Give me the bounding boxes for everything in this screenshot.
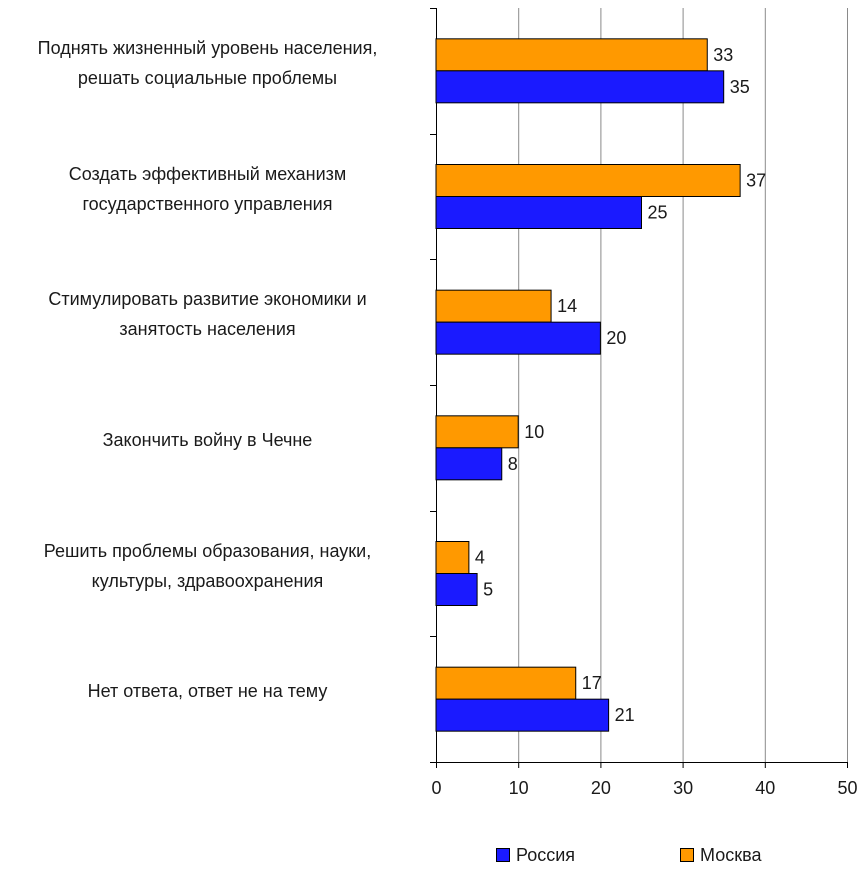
data-label: 4 xyxy=(475,548,485,568)
category-label-line: Стимулировать развитие экономики и xyxy=(48,289,367,310)
data-label: 33 xyxy=(713,45,733,65)
data-label: 25 xyxy=(648,203,668,223)
bar xyxy=(435,573,478,606)
category-label-line: Создать эффективный механизм xyxy=(68,163,347,184)
category-label: Нет ответа, ответ не на тему xyxy=(0,676,415,706)
data-label: 35 xyxy=(730,77,750,97)
legend-label-russia: Россия xyxy=(516,844,576,865)
data-label: 21 xyxy=(615,705,635,725)
bar xyxy=(435,447,503,481)
category-label: Закончить войну в Чечне xyxy=(0,425,415,455)
x-tick-label: 50 xyxy=(837,778,857,798)
data-label: 14 xyxy=(557,296,577,316)
data-label: 20 xyxy=(606,328,626,348)
category-label: Поднять жизненный уровень населения, реша… xyxy=(0,33,415,93)
data-label: 17 xyxy=(582,673,602,693)
category-label: Стимулировать развитие экономики и занято… xyxy=(0,284,415,344)
legend-label-moscow: Москва xyxy=(700,844,762,865)
bar xyxy=(435,321,601,355)
bar xyxy=(435,38,708,72)
category-label-line: решать социальные проблемы xyxy=(77,67,338,88)
category-label-line: занятость населения xyxy=(119,319,296,340)
legend-swatch-moscow xyxy=(680,848,694,862)
category-label: Создать эффективный механизм государствен… xyxy=(0,159,415,219)
legend-item-russia: Россия xyxy=(496,842,575,868)
x-tick-label: 30 xyxy=(673,778,693,798)
x-tick-label: 40 xyxy=(755,778,775,798)
category-label-line: государственного управления xyxy=(82,193,333,214)
x-tick-label: 10 xyxy=(509,778,529,798)
bar xyxy=(435,70,725,104)
data-label: 10 xyxy=(524,422,544,442)
category-label-line: Закончить войну в Чечне xyxy=(102,429,313,450)
category-label-line: культуры, здравоохранения xyxy=(91,570,324,591)
legend-item-moscow: Москва xyxy=(680,842,761,868)
category-label-line: Поднять жизненный уровень населения, xyxy=(37,37,378,58)
category-label-line: Нет ответа, ответ не на тему xyxy=(87,681,328,702)
bar xyxy=(435,698,610,732)
bar xyxy=(435,164,741,197)
bar xyxy=(435,541,470,574)
data-label: 37 xyxy=(746,171,766,191)
bar xyxy=(435,289,552,323)
bar xyxy=(435,415,519,449)
x-tick-label: 20 xyxy=(591,778,611,798)
category-label: Решить проблемы образования, науки, культ… xyxy=(0,536,415,596)
x-tick-label: 0 xyxy=(431,778,441,798)
legend-swatch-russia xyxy=(496,848,510,862)
bar xyxy=(435,666,577,700)
data-label: 5 xyxy=(483,580,493,600)
data-label: 8 xyxy=(508,454,518,474)
bar xyxy=(435,196,642,229)
category-label-line: Решить проблемы образования, науки, xyxy=(43,540,372,561)
